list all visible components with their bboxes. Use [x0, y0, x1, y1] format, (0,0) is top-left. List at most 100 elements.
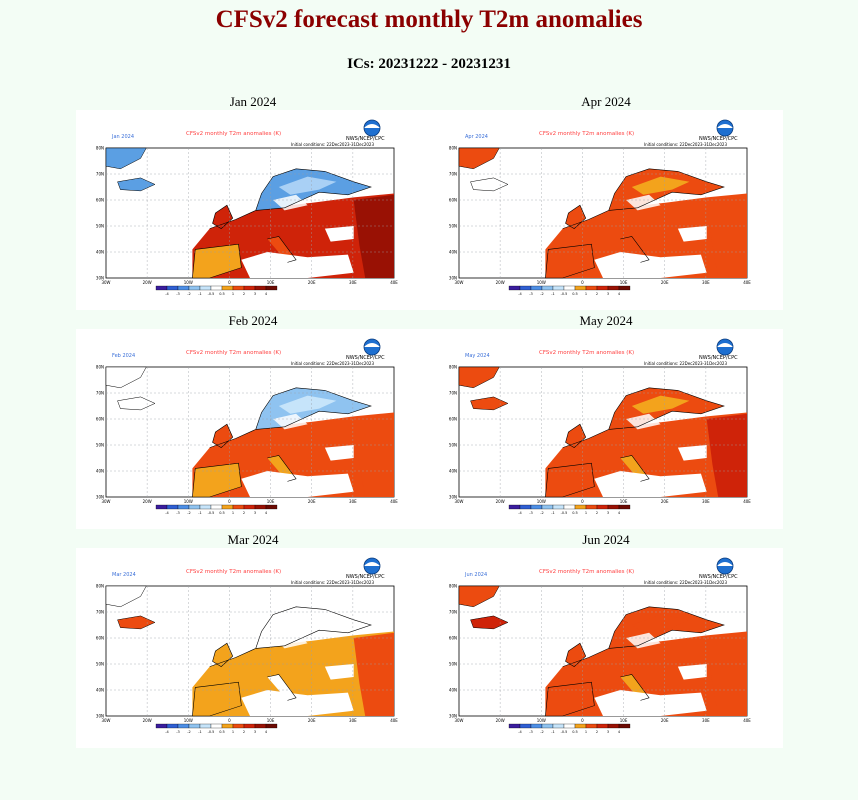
colorbar-label: 0.5 [572, 511, 578, 515]
lon-tick-label: 40E [743, 718, 751, 723]
colorbar-label: -3 [529, 292, 533, 296]
colorbar-label: -3 [176, 730, 180, 734]
colorbar-label: -0.5 [561, 511, 568, 515]
lat-tick-label: 40N [449, 469, 457, 474]
colorbar-label: -2 [187, 730, 191, 734]
colorbar-swatch [596, 723, 609, 729]
lon-tick-label: 30W [454, 280, 463, 285]
map-gridlines [106, 586, 394, 716]
forecast-panel: May 2024 May 2024 CFSv2 monthly T2m anomal… [429, 313, 783, 529]
colorbar-label: 1 [585, 292, 587, 296]
lon-tick-label: 30W [101, 499, 110, 504]
map-gridlines [106, 148, 394, 278]
colorbar-label: -2 [187, 292, 191, 296]
colorbar-label: 1 [585, 730, 587, 734]
colorbar-swatch [221, 504, 234, 510]
map-inner-label: Apr 2024 [465, 134, 488, 140]
lon-tick-label: 30E [702, 280, 710, 285]
colorbar: -4 -3 -2 -1 -0.5 0.5 1 2 3 4 [508, 723, 631, 734]
colorbar-swatch [155, 504, 168, 510]
lon-tick-label: 10E [620, 280, 628, 285]
panel-month-label: Feb 2024 [228, 313, 278, 328]
colorbar-label: -1 [551, 730, 555, 734]
lat-tick-label: 50N [96, 224, 104, 229]
lon-tick-label: 40E [390, 499, 398, 504]
lat-tick-label: 80N [96, 584, 104, 589]
map-gridlines [459, 367, 747, 497]
colorbar-label: 0.5 [572, 730, 578, 734]
colorbar-swatch [166, 285, 179, 291]
colorbar-swatch [188, 723, 201, 729]
map-inner-label: May 2024 [465, 353, 490, 359]
lon-tick-label: 20E [308, 718, 316, 723]
colorbar-label: -0.5 [208, 511, 215, 515]
panel-month-label: May 2024 [579, 313, 633, 328]
colorbar-swatch [530, 285, 543, 291]
colorbar-label: 3 [607, 511, 609, 515]
panel-month-label: Mar 2024 [227, 532, 279, 547]
colorbar-swatch [519, 504, 532, 510]
colorbar-label: 2 [596, 292, 598, 296]
colorbar-swatch [254, 504, 267, 510]
colorbar-swatch [541, 723, 554, 729]
colorbar-swatch [585, 285, 598, 291]
lat-tick-label: 60N [96, 636, 104, 641]
map-svg: Apr 2024 CFSv2 monthly T2m anomalies (K) N… [449, 119, 751, 296]
colorbar-swatch [177, 723, 190, 729]
anomaly-map: Apr 2024 CFSv2 monthly T2m anomalies (K) N… [429, 110, 783, 310]
coastline [545, 387, 725, 498]
agency-label: NWS/NCEP/CPC [346, 574, 385, 580]
lon-tick-label: 10E [267, 499, 275, 504]
lat-tick-label: 60N [449, 198, 457, 203]
map-title: CFSv2 monthly T2m anomalies (K) [539, 350, 634, 356]
agency-label: NWS/NCEP/CPC [346, 355, 385, 361]
lat-tick-label: 80N [449, 146, 457, 151]
lon-tick-label: 20W [143, 718, 152, 723]
lat-tick-label: 30N [96, 276, 104, 281]
lat-tick-label: 50N [96, 662, 104, 667]
colorbar-label: -3 [176, 292, 180, 296]
colorbar-swatch [530, 723, 543, 729]
colorbar-label: 2 [243, 511, 245, 515]
forecast-panel: Apr 2024 Apr 2024 CFSv2 monthly T2m anomal… [429, 94, 783, 310]
lon-tick-label: 10W [537, 280, 546, 285]
colorbar-swatch [607, 285, 620, 291]
map-gridlines [459, 148, 747, 278]
lon-tick-label: 10E [267, 280, 275, 285]
lon-tick-label: 20E [308, 280, 316, 285]
colorbar-label: 3 [254, 292, 256, 296]
colorbar-swatch [607, 504, 620, 510]
map-svg: Feb 2024 CFSv2 monthly T2m anomalies (K) N… [96, 338, 398, 515]
colorbar-label: -0.5 [208, 730, 215, 734]
colorbar-swatch [243, 285, 256, 291]
initial-conditions-label: Initial conditions: 22Dec2023-31Dec2023 [291, 361, 374, 366]
lat-tick-label: 40N [96, 250, 104, 255]
lon-tick-label: 20E [661, 280, 669, 285]
lon-tick-label: 30W [454, 499, 463, 504]
colorbar-swatch [210, 285, 223, 291]
colorbar-swatch [552, 285, 565, 291]
lat-tick-label: 70N [449, 391, 457, 396]
colorbar-swatch [177, 285, 190, 291]
lon-tick-label: 30E [702, 499, 710, 504]
colorbar-swatch [177, 504, 190, 510]
lon-tick-label: 30E [349, 280, 357, 285]
lon-tick-label: 10W [184, 280, 193, 285]
forecast-panel: Feb 2024 Feb 2024 CFSv2 monthly T2m anomal… [76, 313, 430, 529]
lon-tick-label: 0 [228, 718, 231, 723]
colorbar-swatch [508, 504, 521, 510]
lon-tick-label: 30E [349, 499, 357, 504]
colorbar-swatch [596, 504, 609, 510]
colorbar-label: -2 [540, 511, 544, 515]
lat-tick-label: 80N [96, 365, 104, 370]
colorbar-swatch [199, 723, 212, 729]
lat-tick-label: 70N [96, 391, 104, 396]
colorbar-label: -4 [165, 730, 169, 734]
map-inner-label: Feb 2024 [112, 353, 135, 359]
colorbar-swatch [232, 285, 245, 291]
colorbar-label: 1 [232, 292, 234, 296]
colorbar-swatch [563, 723, 576, 729]
noaa-logo-icon [716, 338, 734, 356]
colorbar-swatch [552, 723, 565, 729]
page-title: CFSv2 forecast monthly T2m anomalies [215, 6, 643, 33]
